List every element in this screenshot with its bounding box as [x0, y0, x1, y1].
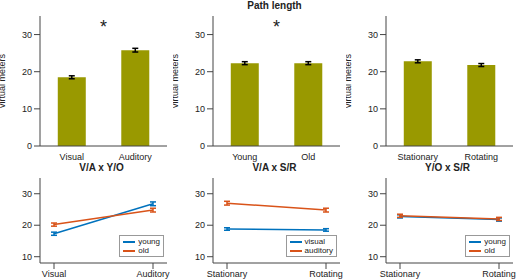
svg-text:30: 30: [22, 30, 32, 40]
svg-text:Visual: Visual: [42, 269, 66, 279]
html-text:auditory: auditory: [304, 246, 333, 255]
html-text:old: old: [484, 246, 495, 255]
svg-text:10: 10: [22, 252, 32, 262]
svg-text:30: 30: [22, 189, 32, 199]
html-text:visual: visual: [304, 237, 325, 246]
svg-text:10: 10: [195, 104, 205, 114]
svg-text:30: 30: [195, 189, 205, 199]
svg-text:20: 20: [22, 220, 32, 230]
html-text:Y/O x S/R: Y/O x S/R: [425, 162, 470, 173]
svg-text:Rotating: Rotating: [482, 269, 511, 279]
html-text:V/A x S/R: V/A x S/R: [252, 162, 297, 173]
svg-text:10: 10: [195, 252, 205, 262]
svg-text:20: 20: [368, 67, 378, 77]
html-text:V/A x Y/O: V/A x Y/O: [79, 162, 124, 173]
svg-text:virtual meters: virtual meters: [173, 53, 180, 108]
svg-text:Stationary: Stationary: [380, 269, 421, 279]
svg-text:0: 0: [27, 141, 32, 151]
svg-text:Stationary: Stationary: [207, 269, 248, 279]
svg-text:Rotating: Rotating: [464, 152, 498, 162]
svg-text:20: 20: [195, 67, 205, 77]
svg-text:20: 20: [195, 220, 205, 230]
svg-text:Auditory: Auditory: [136, 269, 170, 279]
svg-text:Rotating: Rotating: [309, 269, 343, 279]
html-text:old: old: [138, 246, 149, 255]
svg-text:30: 30: [368, 30, 378, 40]
svg-text:Visual: Visual: [60, 152, 84, 162]
svg-text:20: 20: [368, 220, 378, 230]
html-text:Path length: Path length: [247, 0, 302, 11]
svg-text:10: 10: [368, 104, 378, 114]
svg-text:10: 10: [368, 252, 378, 262]
svg-text:10: 10: [22, 104, 32, 114]
svg-text:0: 0: [373, 141, 378, 151]
svg-text:Stationary: Stationary: [397, 152, 438, 162]
svg-text:20: 20: [22, 67, 32, 77]
svg-text:Young: Young: [232, 152, 257, 162]
svg-text:Auditory: Auditory: [119, 152, 153, 162]
svg-text:Old: Old: [301, 152, 315, 162]
svg-text:virtual meters: virtual meters: [346, 53, 353, 108]
svg-text:30: 30: [195, 30, 205, 40]
svg-text:0: 0: [200, 141, 205, 151]
html-text:young: young: [484, 237, 506, 246]
svg-text:30: 30: [368, 189, 378, 199]
html-text:young: young: [138, 237, 160, 246]
